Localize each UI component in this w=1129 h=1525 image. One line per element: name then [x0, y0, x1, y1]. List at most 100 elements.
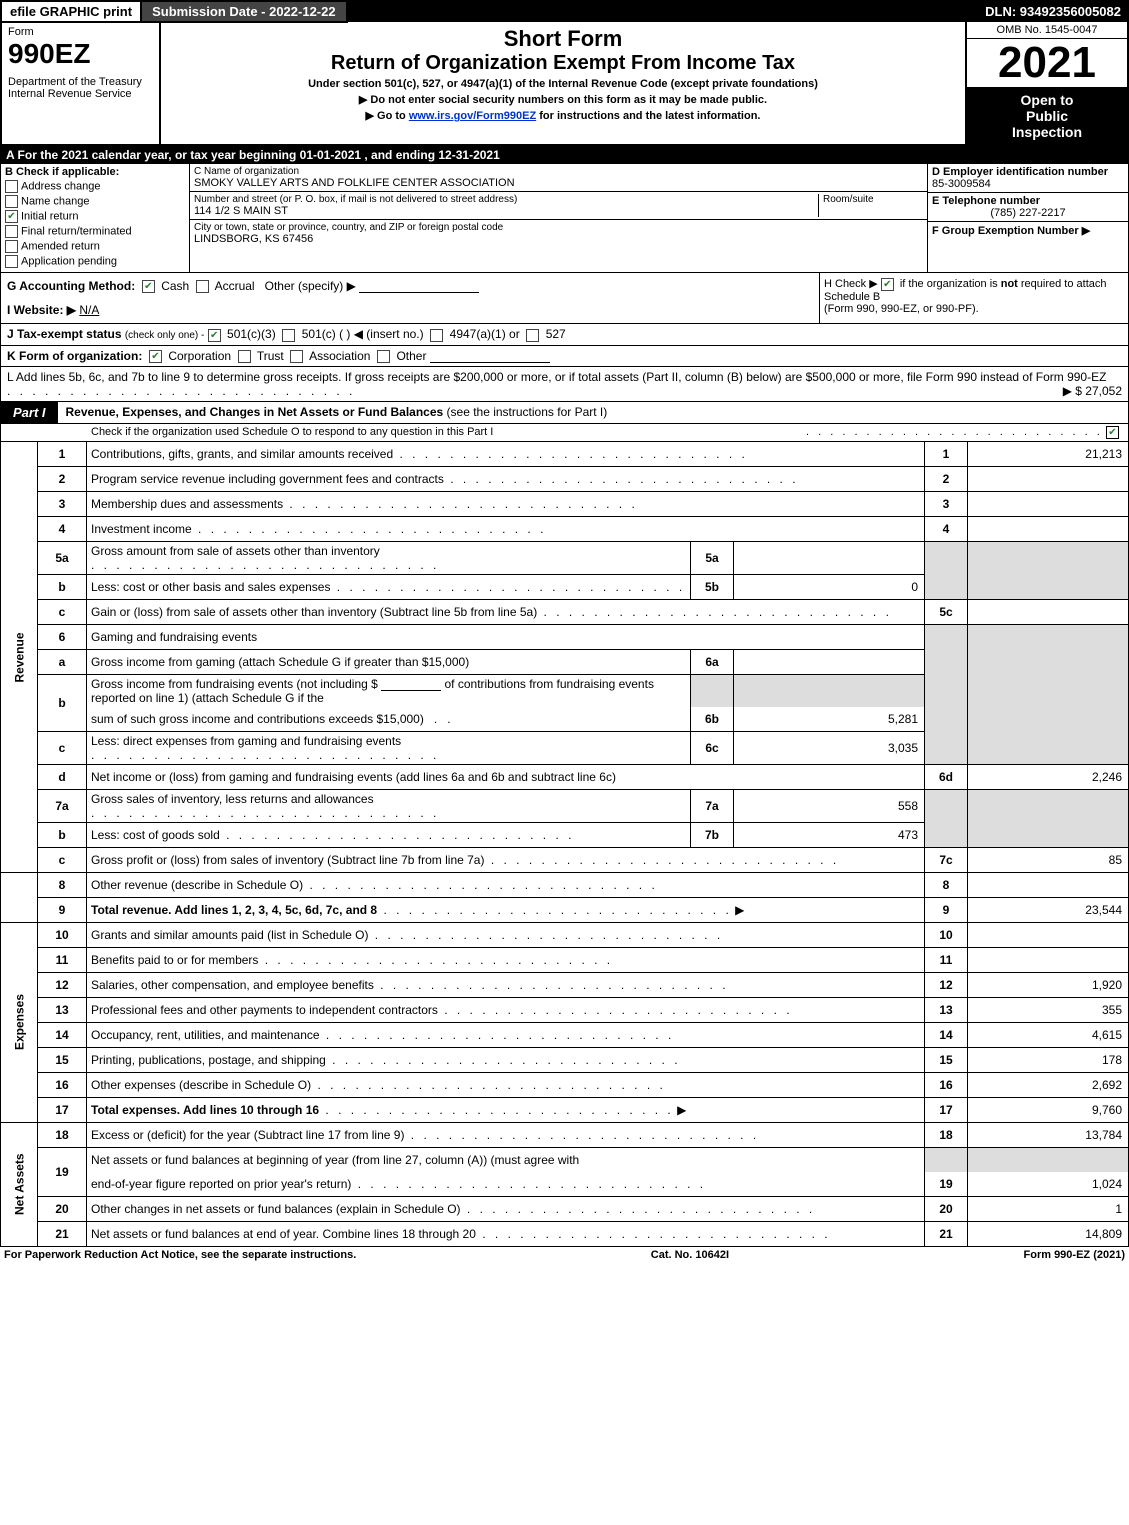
j-small: (check only one) -: [125, 330, 204, 341]
b-name-change[interactable]: Name change: [5, 195, 185, 208]
k-trust: Trust: [257, 349, 284, 363]
r6b-fill: [381, 690, 441, 691]
r11-desc: Benefits paid to or for members: [91, 953, 258, 967]
r20-value: 1: [968, 1196, 1129, 1221]
j-501c3-checkbox[interactable]: ✔: [208, 329, 221, 342]
phone-label: E Telephone number: [932, 195, 1124, 207]
g-label: G Accounting Method:: [7, 279, 135, 293]
r14-value: 4,615: [968, 1022, 1129, 1047]
irs-link[interactable]: www.irs.gov/Form990EZ: [409, 110, 536, 122]
r7c-desc: Gross profit or (loss) from sales of inv…: [91, 853, 484, 867]
cash-checkbox[interactable]: ✔: [142, 280, 155, 293]
r5a-desc: Gross amount from sale of assets other t…: [91, 544, 380, 558]
part1-title: Revenue, Expenses, and Changes in Net As…: [58, 405, 1128, 419]
submission-date: Submission Date - 2022-12-22: [142, 0, 348, 23]
r13-value: 355: [968, 997, 1129, 1022]
efile-print[interactable]: efile GRAPHIC print: [0, 0, 142, 23]
r7b-desc: Less: cost of goods sold: [91, 828, 220, 842]
row-7a: 7a Gross sales of inventory, less return…: [1, 789, 1129, 822]
part1-sub: Check if the organization used Schedule …: [0, 424, 1129, 442]
r6c-value: 3,035: [734, 731, 925, 764]
room-suite: Room/suite: [818, 194, 923, 217]
i-website: I Website: ▶ N/A: [7, 303, 813, 317]
h-checkbox[interactable]: ✔: [881, 278, 894, 291]
column-b: B Check if applicable: Address change Na…: [1, 164, 190, 272]
part1-table: Revenue 1 Contributions, gifts, grants, …: [0, 442, 1129, 1247]
r17-desc: Total expenses. Add lines 10 through 16: [91, 1103, 319, 1117]
city-label: City or town, state or province, country…: [194, 222, 923, 233]
other-fill: [359, 292, 479, 293]
b-address-change[interactable]: Address change: [5, 180, 185, 193]
r18-desc: Excess or (deficit) for the year (Subtra…: [91, 1128, 404, 1142]
form-header: Form 990EZ Department of the Treasury In…: [0, 22, 1129, 146]
org-name-row: C Name of organization SMOKY VALLEY ARTS…: [190, 164, 927, 192]
line-a: A For the 2021 calendar year, or tax yea…: [0, 146, 1129, 164]
k-corp-checkbox[interactable]: ✔: [149, 350, 162, 363]
k-other-checkbox[interactable]: [377, 350, 390, 363]
row-5a: 5a Gross amount from sale of assets othe…: [1, 541, 1129, 574]
d-phone: E Telephone number (785) 227-2217: [928, 193, 1128, 222]
website-label: I Website: ▶: [7, 303, 76, 317]
city-state-zip: LINDSBORG, KS 67456: [194, 233, 923, 245]
j-4947: 4947(a)(1) or: [450, 327, 520, 341]
accrual-label: Accrual: [215, 279, 255, 293]
d-group: F Group Exemption Number ▶: [928, 222, 1128, 272]
cash-label: Cash: [161, 279, 189, 293]
b-application-pending[interactable]: Application pending: [5, 255, 185, 268]
k-trust-checkbox[interactable]: [238, 350, 251, 363]
h-not: not: [1001, 278, 1018, 290]
r9-value: 23,544: [968, 897, 1129, 922]
ein-value: 85-3009584: [932, 178, 1124, 190]
j-label: J Tax-exempt status: [7, 327, 122, 341]
r8-desc: Other revenue (describe in Schedule O): [91, 878, 303, 892]
accrual-checkbox[interactable]: [196, 280, 209, 293]
open-line2: Public: [969, 108, 1125, 124]
row-12: 12 Salaries, other compensation, and emp…: [1, 972, 1129, 997]
row-15: 15 Printing, publications, postage, and …: [1, 1047, 1129, 1072]
row-gh: G Accounting Method: ✔ Cash Accrual Othe…: [0, 273, 1129, 324]
row-11: 11 Benefits paid to or for members 11: [1, 947, 1129, 972]
j-501c-checkbox[interactable]: [282, 329, 295, 342]
r18-value: 13,784: [968, 1122, 1129, 1147]
r17-value: 9,760: [968, 1097, 1129, 1122]
r13-desc: Professional fees and other payments to …: [91, 1003, 438, 1017]
b-amended-return[interactable]: Amended return: [5, 240, 185, 253]
g-accounting: G Accounting Method: ✔ Cash Accrual Othe…: [1, 273, 819, 323]
open-line3: Inspection: [969, 124, 1125, 140]
b-initial-return[interactable]: ✔Initial return: [5, 210, 185, 223]
j-4947-checkbox[interactable]: [430, 329, 443, 342]
other-label: Other (specify) ▶: [265, 279, 356, 293]
j-527-checkbox[interactable]: [526, 329, 539, 342]
l-dots: [7, 384, 355, 398]
group-label: F Group Exemption Number ▶: [932, 225, 1090, 237]
row-6: 6 Gaming and fundraising events: [1, 624, 1129, 649]
netassets-vert: Net Assets: [1, 1122, 38, 1246]
r6a-desc: Gross income from gaming (attach Schedul…: [87, 649, 691, 674]
header-center: Short Form Return of Organization Exempt…: [161, 22, 965, 144]
header-left: Form 990EZ Department of the Treasury In…: [2, 22, 161, 144]
r7b-value: 473: [734, 822, 925, 847]
part1-header: Part I Revenue, Expenses, and Changes in…: [0, 402, 1129, 424]
part1-schedule-o-checkbox[interactable]: ✔: [1106, 426, 1119, 439]
website-value: N/A: [79, 303, 99, 317]
ein-label: D Employer identification number: [932, 166, 1124, 178]
row-20: 20 Other changes in net assets or fund b…: [1, 1196, 1129, 1221]
row-3: 3 Membership dues and assessments 3: [1, 491, 1129, 516]
r1-desc: Contributions, gifts, grants, and simila…: [91, 447, 393, 461]
row-21: 21 Net assets or fund balances at end of…: [1, 1221, 1129, 1246]
r14-desc: Occupancy, rent, utilities, and maintena…: [91, 1028, 320, 1042]
r2-desc: Program service revenue including govern…: [91, 472, 444, 486]
addr-row: Number and street (or P. O. box, if mail…: [190, 192, 927, 220]
footer-left: For Paperwork Reduction Act Notice, see …: [4, 1249, 356, 1261]
r7a-value: 558: [734, 789, 925, 822]
row-19-1: 19 Net assets or fund balances at beginn…: [1, 1147, 1129, 1172]
k-other-fill: [430, 362, 550, 363]
k-assoc-checkbox[interactable]: [290, 350, 303, 363]
row-19-2: end-of-year figure reported on prior yea…: [1, 1172, 1129, 1197]
b-final-return[interactable]: Final return/terminated: [5, 225, 185, 238]
city-row: City or town, state or province, country…: [190, 220, 927, 247]
k-other: Other: [396, 349, 426, 363]
row-6d: d Net income or (loss) from gaming and f…: [1, 764, 1129, 789]
irs-label: Internal Revenue Service: [8, 88, 153, 100]
dept-treasury: Department of the Treasury: [8, 76, 153, 88]
